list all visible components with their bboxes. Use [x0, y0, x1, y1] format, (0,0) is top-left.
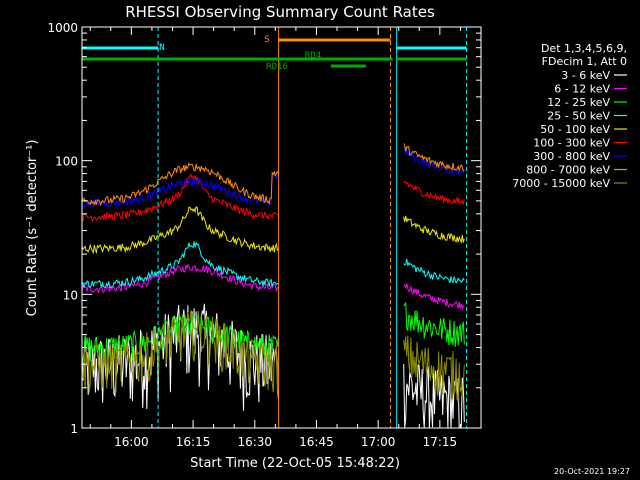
- series-line: [403, 258, 465, 285]
- plot-frame: [81, 26, 482, 429]
- series-line: [81, 206, 279, 255]
- series-line: [81, 310, 279, 395]
- x-tick-label: 16:45: [299, 435, 334, 449]
- series-line: [403, 283, 465, 311]
- x-axis: 16:00 16:15 16:30 16:45 17:00 17:15: [89, 27, 482, 449]
- legend-entry-label: 3 - 6 keV: [561, 69, 610, 82]
- legend-header-line-1: Det 1,3,4,5,6,9,: [541, 42, 627, 55]
- legend-entry-label: 7000 - 15000 keV: [512, 177, 610, 190]
- flag-label-rd4: RD4: [305, 51, 321, 61]
- series-line: [81, 263, 279, 294]
- series-line: [81, 172, 279, 209]
- legend-entry-label: 25 - 50 keV: [547, 110, 610, 123]
- series-line: [403, 180, 465, 205]
- legend: Det 1,3,4,5,6,9, FDecim 1, Att 0 3 - 6 k…: [512, 42, 627, 190]
- flag-label-n: N: [159, 43, 164, 53]
- y-axis-label: Count Rate (s⁻¹ detector⁻¹): [25, 140, 40, 317]
- legend-entry-label: 300 - 800 keV: [533, 150, 610, 163]
- series-line: [403, 335, 465, 403]
- series-line: [403, 215, 465, 244]
- y-tick-label: 1: [70, 422, 78, 436]
- series-line: [403, 302, 465, 347]
- flag-bars: N S RD4 RD16: [82, 35, 467, 72]
- x-tick-label: 17:15: [423, 435, 458, 449]
- y-tick-label: 10: [63, 288, 78, 302]
- series-line: [403, 143, 465, 173]
- x-axis-label: Start Time (22-Oct-05 15:48:22): [190, 456, 400, 471]
- legend-entry-label: 6 - 12 keV: [554, 83, 610, 96]
- y-tick-label: 1000: [47, 21, 78, 35]
- x-tick-label: 16:00: [114, 435, 149, 449]
- legend-entry-label: 50 - 100 keV: [540, 123, 610, 136]
- series-line: [81, 162, 279, 207]
- legend-entry-label: 12 - 25 keV: [547, 96, 610, 109]
- flag-label-rd16: RD16: [266, 62, 288, 72]
- legend-entry-label: 100 - 300 keV: [533, 137, 610, 150]
- x-tick-label: 16:30: [237, 435, 272, 449]
- legend-header-line-2: FDecim 1, Att 0: [542, 55, 627, 68]
- y-tick-label: 100: [55, 155, 78, 169]
- x-tick-label: 17:00: [361, 435, 396, 449]
- series-line: [81, 172, 279, 223]
- chart-title: RHESSI Observing Summary Count Rates: [125, 3, 435, 21]
- flag-label-s: S: [264, 35, 269, 45]
- traces: [81, 143, 465, 429]
- y-axis: 1 10 100 1000: [47, 21, 481, 436]
- series-line: [81, 241, 279, 289]
- x-tick-label: 16:15: [176, 435, 211, 449]
- legend-entry-label: 800 - 7000 keV: [526, 164, 610, 177]
- date-stamp: 20-Oct-2021 19:27: [554, 467, 630, 476]
